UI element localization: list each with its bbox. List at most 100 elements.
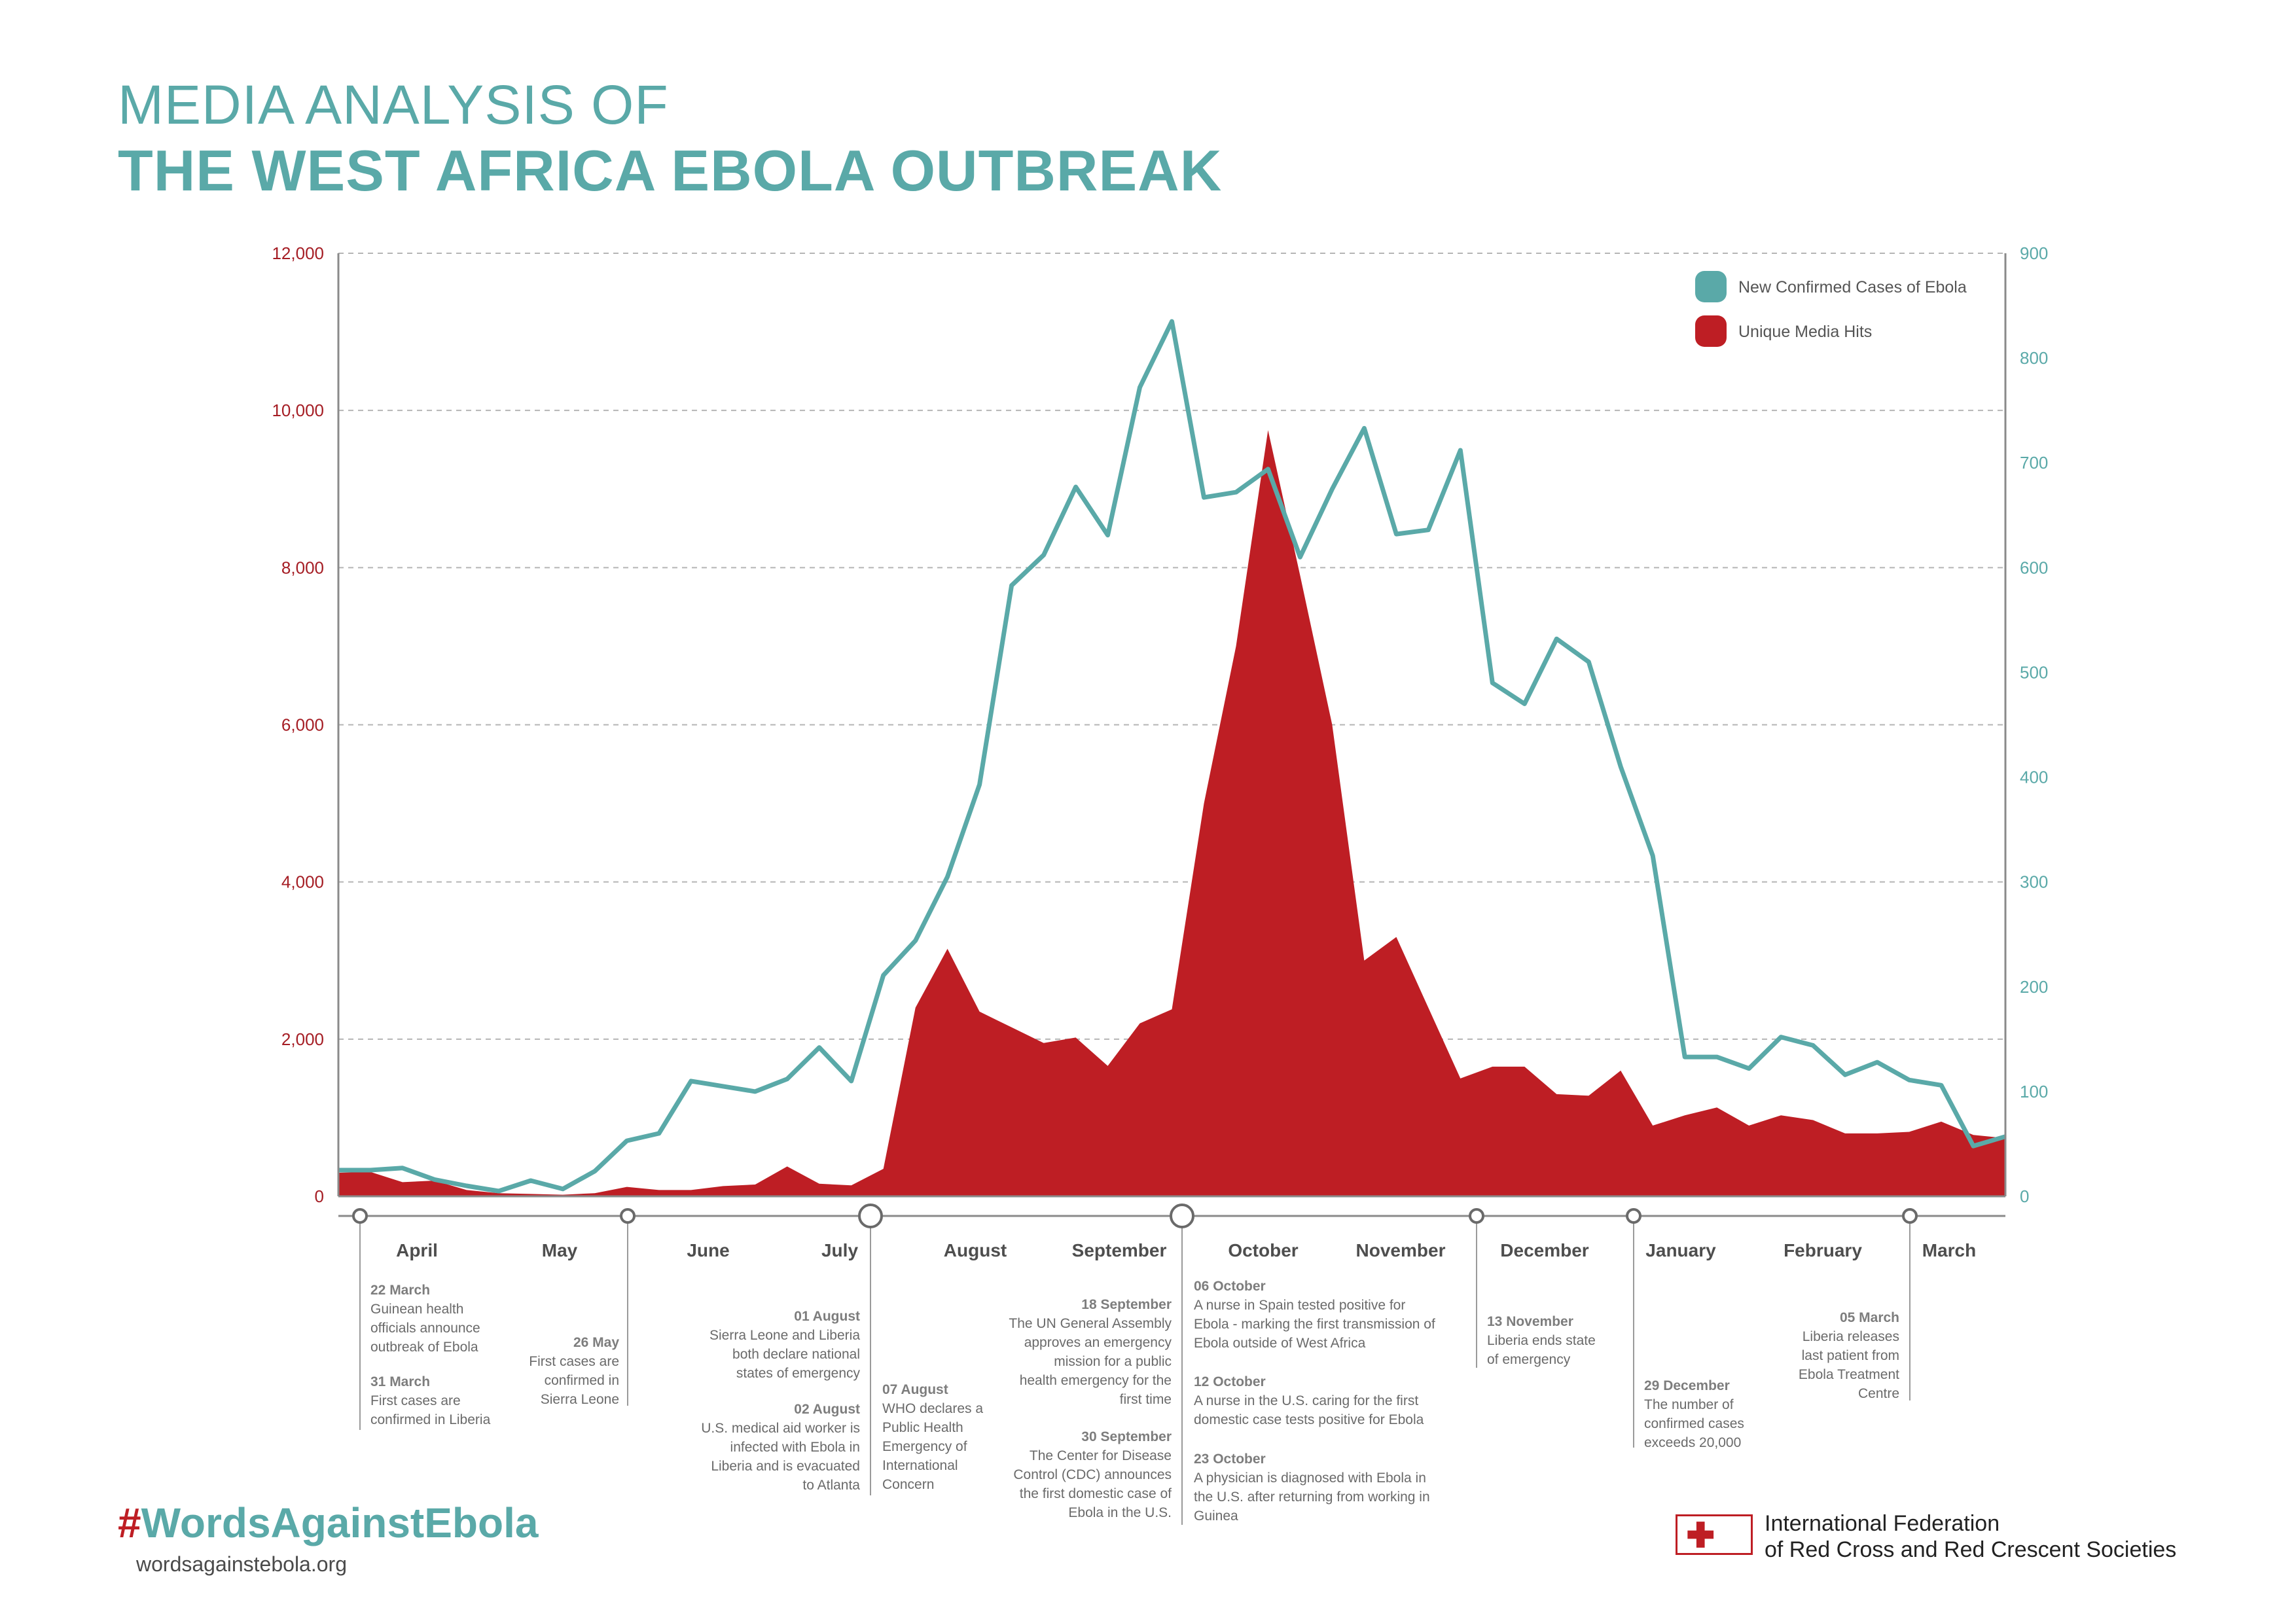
timeline-event-date: 23 October xyxy=(1194,1452,1266,1467)
month-label: April xyxy=(396,1240,438,1260)
ifrc-name-line-2: of Red Cross and Red Crescent Societies xyxy=(1765,1537,2177,1562)
timeline-event-text: first time xyxy=(1120,1392,1172,1407)
right-axis-tick-label: 700 xyxy=(2020,453,2048,473)
website-link[interactable]: wordsagainstebola.org xyxy=(136,1552,347,1576)
timeline-event-text: last patient from xyxy=(1802,1348,1899,1363)
legend-swatch-media xyxy=(1695,315,1727,347)
media-hits-area xyxy=(338,430,2005,1197)
red-cross-red-crescent-icon xyxy=(1676,1514,1753,1555)
timeline-event-text: Ebola outside of West Africa xyxy=(1194,1336,1366,1351)
timeline-event-text: U.S. medical aid worker is xyxy=(701,1421,860,1436)
confirmed-cases-line xyxy=(338,319,2006,1194)
timeline-event-text: First cases are xyxy=(529,1354,619,1369)
title-line-1: MEDIA ANALYSIS OF xyxy=(118,74,669,135)
right-axis-tick-label: 600 xyxy=(2020,558,2048,577)
timeline-event-text: exceeds 20,000 xyxy=(1644,1435,1741,1450)
left-axis-tick-label: 6,000 xyxy=(281,715,324,735)
left-axis-tick-label: 10,000 xyxy=(272,401,324,420)
month-label: January xyxy=(1645,1240,1716,1260)
timeline-event-text: domestic case tests positive for Ebola xyxy=(1194,1412,1424,1427)
timeline-event-text: WHO declares a xyxy=(882,1401,983,1416)
left-axis-tick-label: 2,000 xyxy=(281,1029,324,1049)
ifrc-name: International Federation of Red Cross an… xyxy=(1765,1510,2176,1563)
timeline-event-date: 05 March xyxy=(1840,1310,1899,1325)
timeline-event-date: 26 May xyxy=(573,1335,619,1350)
timeline-event-text: to Atlanta xyxy=(802,1478,860,1493)
timeline-event-text: Ebola Treatment xyxy=(1799,1367,1899,1382)
timeline-event-text: Liberia ends state xyxy=(1487,1333,1596,1348)
timeline-event-date: 30 September xyxy=(1081,1429,1172,1444)
timeline-event-date: 18 September xyxy=(1081,1297,1172,1312)
timeline-event-text: A nurse in Spain tested positive for xyxy=(1194,1298,1405,1313)
timeline-marker xyxy=(1469,1208,1484,1224)
timeline-event-date: 22 March xyxy=(370,1283,430,1298)
timeline-event-text: mission for a public xyxy=(1054,1354,1172,1369)
timeline-event-text: officials announce xyxy=(370,1321,480,1336)
timeline-event-text: health emergency for the xyxy=(1020,1373,1172,1388)
hashtag-text: WordsAgainstEbola xyxy=(141,1499,539,1546)
timeline-event-text: Control (CDC) announces xyxy=(1013,1467,1172,1482)
month-label: March xyxy=(1922,1240,1976,1260)
timeline-event-text: the first domestic case of xyxy=(1020,1486,1172,1501)
timeline-event-text: A physician is diagnosed with Ebola in xyxy=(1194,1471,1426,1486)
timeline-event-text: confirmed in Liberia xyxy=(370,1412,491,1427)
right-axis-tick-label: 400 xyxy=(2020,768,2048,787)
right-axis-tick-label: 800 xyxy=(2020,348,2048,368)
left-axis-tick-label: 0 xyxy=(315,1186,324,1206)
timeline-event-date: 12 October xyxy=(1194,1374,1266,1389)
timeline-event-text: of emergency xyxy=(1487,1352,1571,1367)
right-axis-tick-label: 500 xyxy=(2020,662,2048,682)
timeline-event-date: 07 August xyxy=(882,1382,948,1397)
timeline-event-text: The number of xyxy=(1644,1397,1734,1412)
month-label: December xyxy=(1500,1240,1589,1260)
title-line-2: THE WEST AFRICA EBOLA OUTBREAK xyxy=(118,138,1223,203)
timeline-event-text: A nurse in the U.S. caring for the first xyxy=(1194,1393,1418,1408)
timeline-event-text: confirmed cases xyxy=(1644,1416,1744,1431)
month-label: November xyxy=(1356,1240,1446,1260)
left-axis-tick-label: 12,000 xyxy=(272,243,324,263)
month-label: June xyxy=(687,1240,729,1260)
timeline-event-text: Ebola in the U.S. xyxy=(1068,1505,1172,1520)
timeline-event-date: 06 October xyxy=(1194,1279,1266,1294)
timeline-event-text: approves an emergency xyxy=(1024,1335,1172,1350)
timeline-event-text: Centre xyxy=(1858,1386,1899,1401)
timeline-marker xyxy=(1626,1208,1641,1224)
timeline-event-text: The UN General Assembly xyxy=(1009,1316,1172,1331)
timeline-event-text: both declare national xyxy=(732,1347,860,1362)
left-axis-tick-label: 4,000 xyxy=(281,872,324,892)
timeline-event-text: the U.S. after returning from working in xyxy=(1194,1489,1430,1505)
timeline-event-text: Concern xyxy=(882,1477,934,1492)
timeline-event-text: The Center for Disease xyxy=(1030,1448,1172,1463)
legend-label-media: Unique Media Hits xyxy=(1738,323,1872,341)
timeline-marker xyxy=(352,1208,368,1224)
timeline-event-text: Public Health xyxy=(882,1420,963,1435)
right-axis-tick-label: 0 xyxy=(2020,1186,2029,1206)
timeline-event-text: Sierra Leone and Liberia xyxy=(709,1328,860,1343)
month-label: August xyxy=(944,1240,1007,1260)
timeline-marker xyxy=(1902,1208,1918,1224)
timeline-event-date: 13 November xyxy=(1487,1314,1573,1329)
hashtag: #WordsAgainstEbola xyxy=(118,1499,538,1547)
timeline-event-text: states of emergency xyxy=(736,1366,861,1381)
month-label: October xyxy=(1228,1240,1298,1260)
timeline-marker xyxy=(1170,1204,1194,1228)
timeline-event-text: First cases are xyxy=(370,1393,461,1408)
timeline-marker xyxy=(620,1208,636,1224)
timeline-event-date: 31 March xyxy=(370,1374,430,1389)
left-axis-tick-label: 8,000 xyxy=(281,558,324,577)
right-axis-tick-label: 200 xyxy=(2020,977,2048,997)
timeline-event-date: 02 August xyxy=(794,1402,860,1417)
right-axis-tick-label: 900 xyxy=(2020,243,2048,263)
timeline-event-text: International xyxy=(882,1458,958,1473)
timeline-event-text: Liberia and is evacuated xyxy=(711,1459,860,1474)
timeline-event-date: 29 December xyxy=(1644,1378,1730,1393)
month-label: May xyxy=(542,1240,578,1260)
timeline-event-text: Guinea xyxy=(1194,1508,1238,1524)
month-label: February xyxy=(1784,1240,1862,1260)
month-label: July xyxy=(821,1240,858,1260)
hashtag-symbol: # xyxy=(118,1499,141,1546)
timeline-event-text: Ebola - marking the first transmission o… xyxy=(1194,1317,1435,1332)
timeline-event-text: Emergency of xyxy=(882,1439,967,1454)
timeline-event-text: confirmed in xyxy=(545,1373,619,1388)
